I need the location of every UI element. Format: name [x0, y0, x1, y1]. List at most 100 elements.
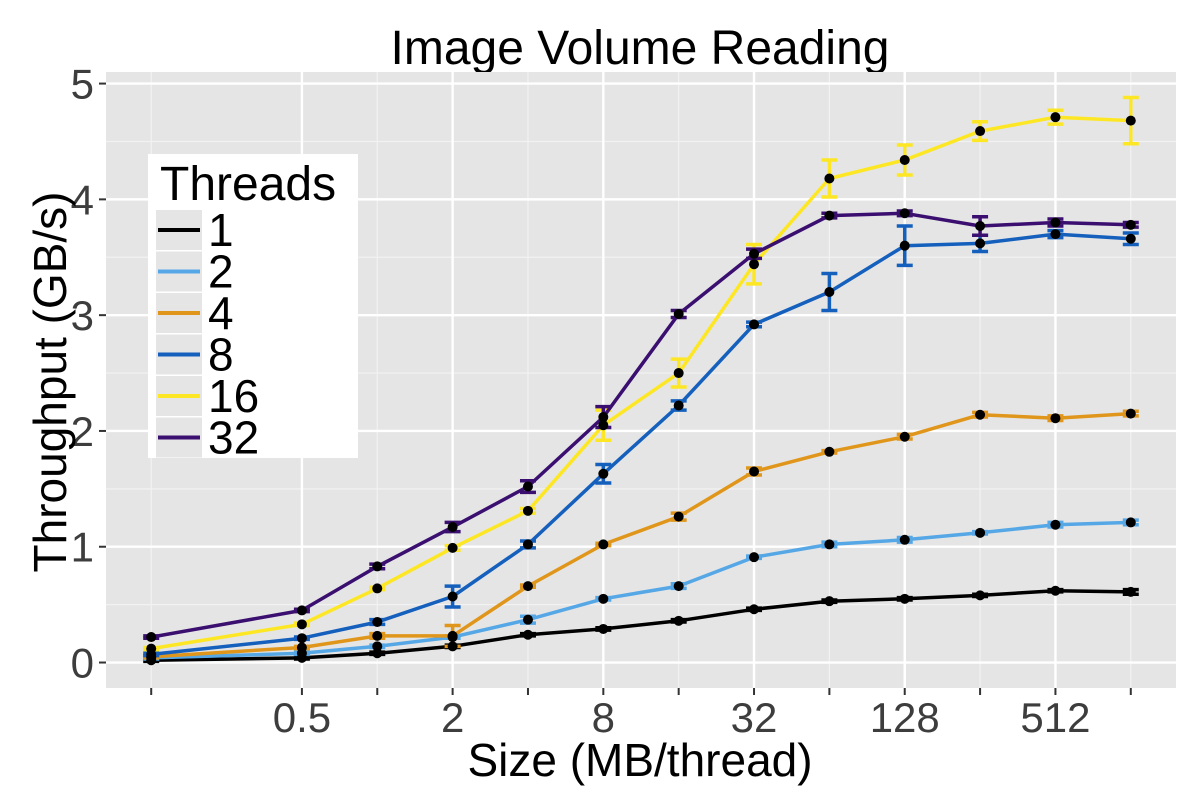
- data-point: [673, 400, 684, 411]
- data-point: [975, 590, 986, 601]
- x-tick-label: 2: [441, 694, 464, 741]
- data-point: [1050, 413, 1061, 424]
- legend-label-4: 4: [208, 287, 234, 339]
- data-point: [146, 643, 157, 654]
- data-point: [522, 581, 533, 592]
- data-point: [673, 309, 684, 319]
- data-point: [899, 534, 910, 545]
- data-point: [598, 539, 609, 550]
- data-point: [447, 542, 458, 553]
- chart-title: Image Volume Reading: [391, 22, 890, 75]
- data-point: [447, 641, 458, 652]
- data-point: [522, 614, 533, 625]
- series-layer: [143, 95, 1139, 666]
- x-tick-label: 32: [731, 694, 778, 741]
- x-tick-label: 0.5: [273, 694, 331, 741]
- data-point: [372, 641, 383, 652]
- data-point: [1125, 517, 1136, 528]
- data-point: [899, 431, 910, 442]
- data-point: [598, 623, 609, 634]
- data-point: [296, 605, 307, 616]
- legend-title: Threads: [160, 158, 336, 211]
- data-point: [598, 468, 609, 479]
- data-point: [749, 604, 760, 615]
- data-point: [749, 552, 760, 563]
- data-point: [749, 248, 760, 259]
- data-point: [975, 221, 986, 231]
- data-point: [1050, 112, 1061, 123]
- data-point: [522, 629, 533, 640]
- legend-label-32: 32: [208, 412, 259, 464]
- data-point: [1125, 219, 1136, 230]
- data-point: [372, 583, 383, 594]
- data-point: [1125, 586, 1136, 597]
- data-point: [447, 522, 458, 533]
- data-point: [296, 619, 307, 630]
- data-point: [824, 539, 835, 550]
- data-point: [899, 208, 910, 219]
- points-8: [146, 229, 1136, 660]
- y-tick-label: 0: [71, 640, 94, 687]
- y-tick-label: 2: [71, 408, 94, 455]
- data-point: [749, 466, 760, 477]
- x-tick-label: 128: [870, 694, 940, 741]
- x-tick-label: 8: [592, 694, 615, 741]
- data-point: [749, 319, 760, 330]
- data-point: [447, 630, 458, 641]
- data-point: [824, 210, 835, 221]
- data-point: [673, 511, 684, 522]
- data-point: [975, 527, 986, 538]
- data-point: [522, 505, 533, 516]
- y-tick-label: 3: [71, 292, 94, 339]
- data-point: [975, 238, 986, 249]
- data-point: [372, 617, 383, 627]
- data-point: [673, 615, 684, 626]
- data-point: [824, 173, 835, 184]
- data-point: [522, 481, 533, 492]
- data-point: [824, 287, 835, 297]
- points-16: [146, 112, 1136, 654]
- x-tick-label: 512: [1020, 694, 1090, 741]
- data-point: [372, 561, 383, 572]
- data-point: [673, 368, 684, 379]
- data-point: [1050, 217, 1061, 228]
- legend-label-1: 1: [208, 204, 234, 256]
- data-point: [372, 648, 383, 659]
- data-point: [372, 630, 383, 641]
- data-point: [899, 155, 910, 165]
- legend-label-8: 8: [208, 329, 234, 381]
- data-point: [824, 596, 835, 607]
- data-point: [899, 240, 910, 251]
- data-point: [673, 581, 684, 592]
- data-point: [598, 593, 609, 604]
- data-point: [824, 446, 835, 457]
- data-point: [749, 259, 760, 270]
- data-point: [899, 593, 910, 604]
- data-point: [296, 633, 307, 644]
- data-point: [1125, 115, 1136, 126]
- legend-label-2: 2: [208, 246, 234, 298]
- y-tick-label: 5: [71, 61, 94, 108]
- y-tick-label: 1: [71, 524, 94, 571]
- data-point: [1050, 229, 1061, 240]
- data-point: [598, 412, 609, 423]
- data-point: [1125, 233, 1136, 244]
- data-point: [1050, 585, 1061, 596]
- data-point: [522, 539, 533, 550]
- data-point: [146, 632, 157, 643]
- data-point: [1050, 519, 1061, 530]
- y-axis-title: Throughput (GB/s): [24, 192, 76, 573]
- legend-label-16: 16: [208, 370, 259, 422]
- y-tick-label: 4: [71, 176, 94, 223]
- data-point: [598, 420, 609, 431]
- x-axis-title: Size (MB/thread): [467, 734, 812, 786]
- data-point: [975, 126, 986, 137]
- data-point: [447, 591, 458, 602]
- points-32: [146, 208, 1136, 643]
- data-point: [975, 409, 986, 420]
- data-point: [1125, 408, 1136, 419]
- points-2: [146, 517, 1136, 663]
